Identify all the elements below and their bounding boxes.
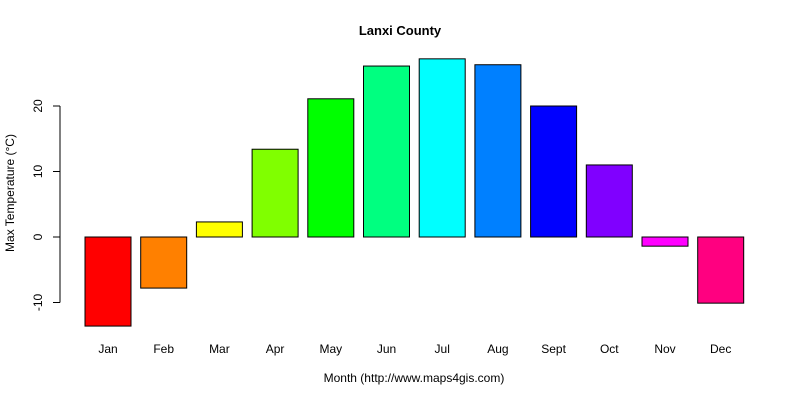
x-tick-label: Nov [654, 342, 675, 356]
x-tick-label: May [319, 342, 342, 356]
bar-may [307, 98, 355, 238]
bar-nov [641, 236, 689, 247]
bar-sept [530, 105, 578, 238]
y-tick-label: 10 [31, 165, 45, 179]
bar-dec [697, 236, 745, 304]
x-tick-label: Jul [435, 342, 450, 356]
chart-title: Lanxi County [358, 23, 442, 38]
x-tick-label: Sept [541, 342, 566, 356]
x-tick-label: Dec [710, 342, 731, 356]
bar-jul [418, 58, 466, 238]
x-tick-label: Jan [98, 342, 117, 356]
bar-mar [195, 221, 243, 238]
bar-jun [363, 65, 410, 238]
y-tick-label: 0 [31, 233, 45, 240]
x-axis-label: Month (http://www.maps4gis.com) [323, 371, 505, 385]
x-tick-label: Jun [377, 342, 396, 356]
y-tick-label: -10 [31, 294, 45, 312]
bar-oct [585, 164, 633, 238]
bar-feb [140, 236, 188, 289]
bar-jan [84, 236, 132, 327]
x-tick-label: Apr [266, 342, 285, 356]
bar-apr [251, 148, 299, 238]
x-tick-label: Mar [209, 342, 230, 356]
y-tick-label: 20 [31, 99, 45, 113]
x-tick-label: Feb [153, 342, 174, 356]
x-tick-label: Aug [487, 342, 508, 356]
bar-aug [474, 64, 522, 238]
x-tick-label: Oct [600, 342, 619, 356]
